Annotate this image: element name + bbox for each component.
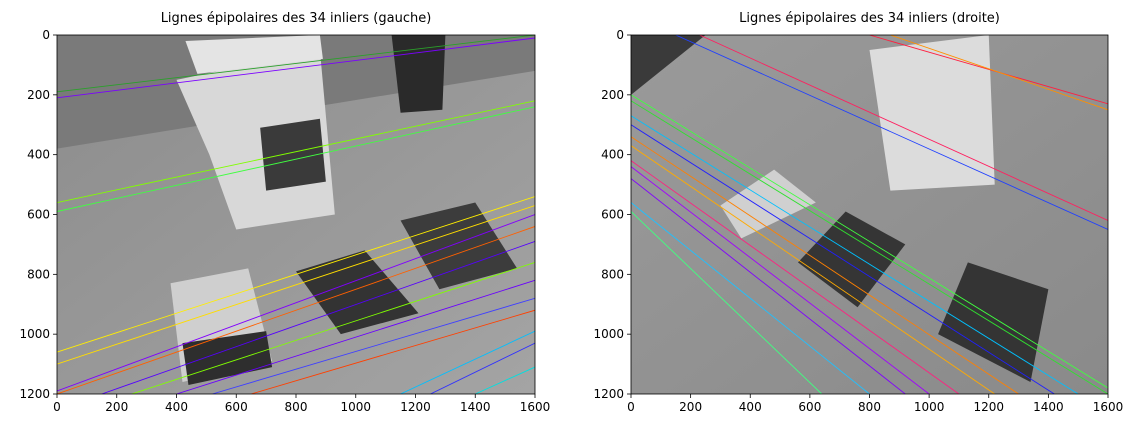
y-tick-label: 800 (27, 267, 50, 281)
x-tick-label: 200 (679, 400, 702, 414)
y-tick-label: 800 (601, 267, 624, 281)
y-tick-label: 1000 (593, 327, 624, 341)
x-tick-label: 200 (105, 400, 128, 414)
x-tick-label: 0 (627, 400, 635, 414)
x-tick-label: 1000 (914, 400, 945, 414)
x-tick-label: 1600 (1093, 400, 1124, 414)
x-tick-label: 800 (285, 400, 308, 414)
y-tick-label: 400 (601, 148, 624, 162)
y-tick-label: 0 (616, 28, 624, 42)
x-tick-label: 600 (798, 400, 821, 414)
x-tick-label: 1400 (460, 400, 491, 414)
left-image (57, 35, 535, 394)
x-tick-label: 1400 (1033, 400, 1064, 414)
right-image (631, 35, 1108, 394)
x-tick-label: 400 (165, 400, 188, 414)
x-tick-label: 400 (739, 400, 762, 414)
figure: Lignes épipolaires des 34 inliers (gauch… (0, 0, 1130, 419)
y-tick-label: 400 (27, 148, 50, 162)
x-tick-label: 600 (225, 400, 248, 414)
x-tick-label: 1000 (340, 400, 371, 414)
y-tick-label: 1200 (593, 387, 624, 401)
x-tick-label: 1200 (973, 400, 1004, 414)
x-tick-label: 1600 (520, 400, 551, 414)
y-tick-label: 0 (42, 28, 50, 42)
y-tick-label: 1000 (19, 327, 50, 341)
y-tick-label: 1200 (19, 387, 50, 401)
x-tick-label: 0 (53, 400, 61, 414)
y-tick-label: 600 (601, 208, 624, 222)
chart-title: Lignes épipolaires des 34 inliers (gauch… (161, 11, 432, 26)
chart-title: Lignes épipolaires des 34 inliers (droit… (739, 11, 1000, 26)
x-tick-label: 800 (858, 400, 881, 414)
y-tick-label: 600 (27, 208, 50, 222)
x-tick-label: 1200 (400, 400, 431, 414)
y-tick-label: 200 (601, 88, 624, 102)
y-tick-label: 200 (27, 88, 50, 102)
